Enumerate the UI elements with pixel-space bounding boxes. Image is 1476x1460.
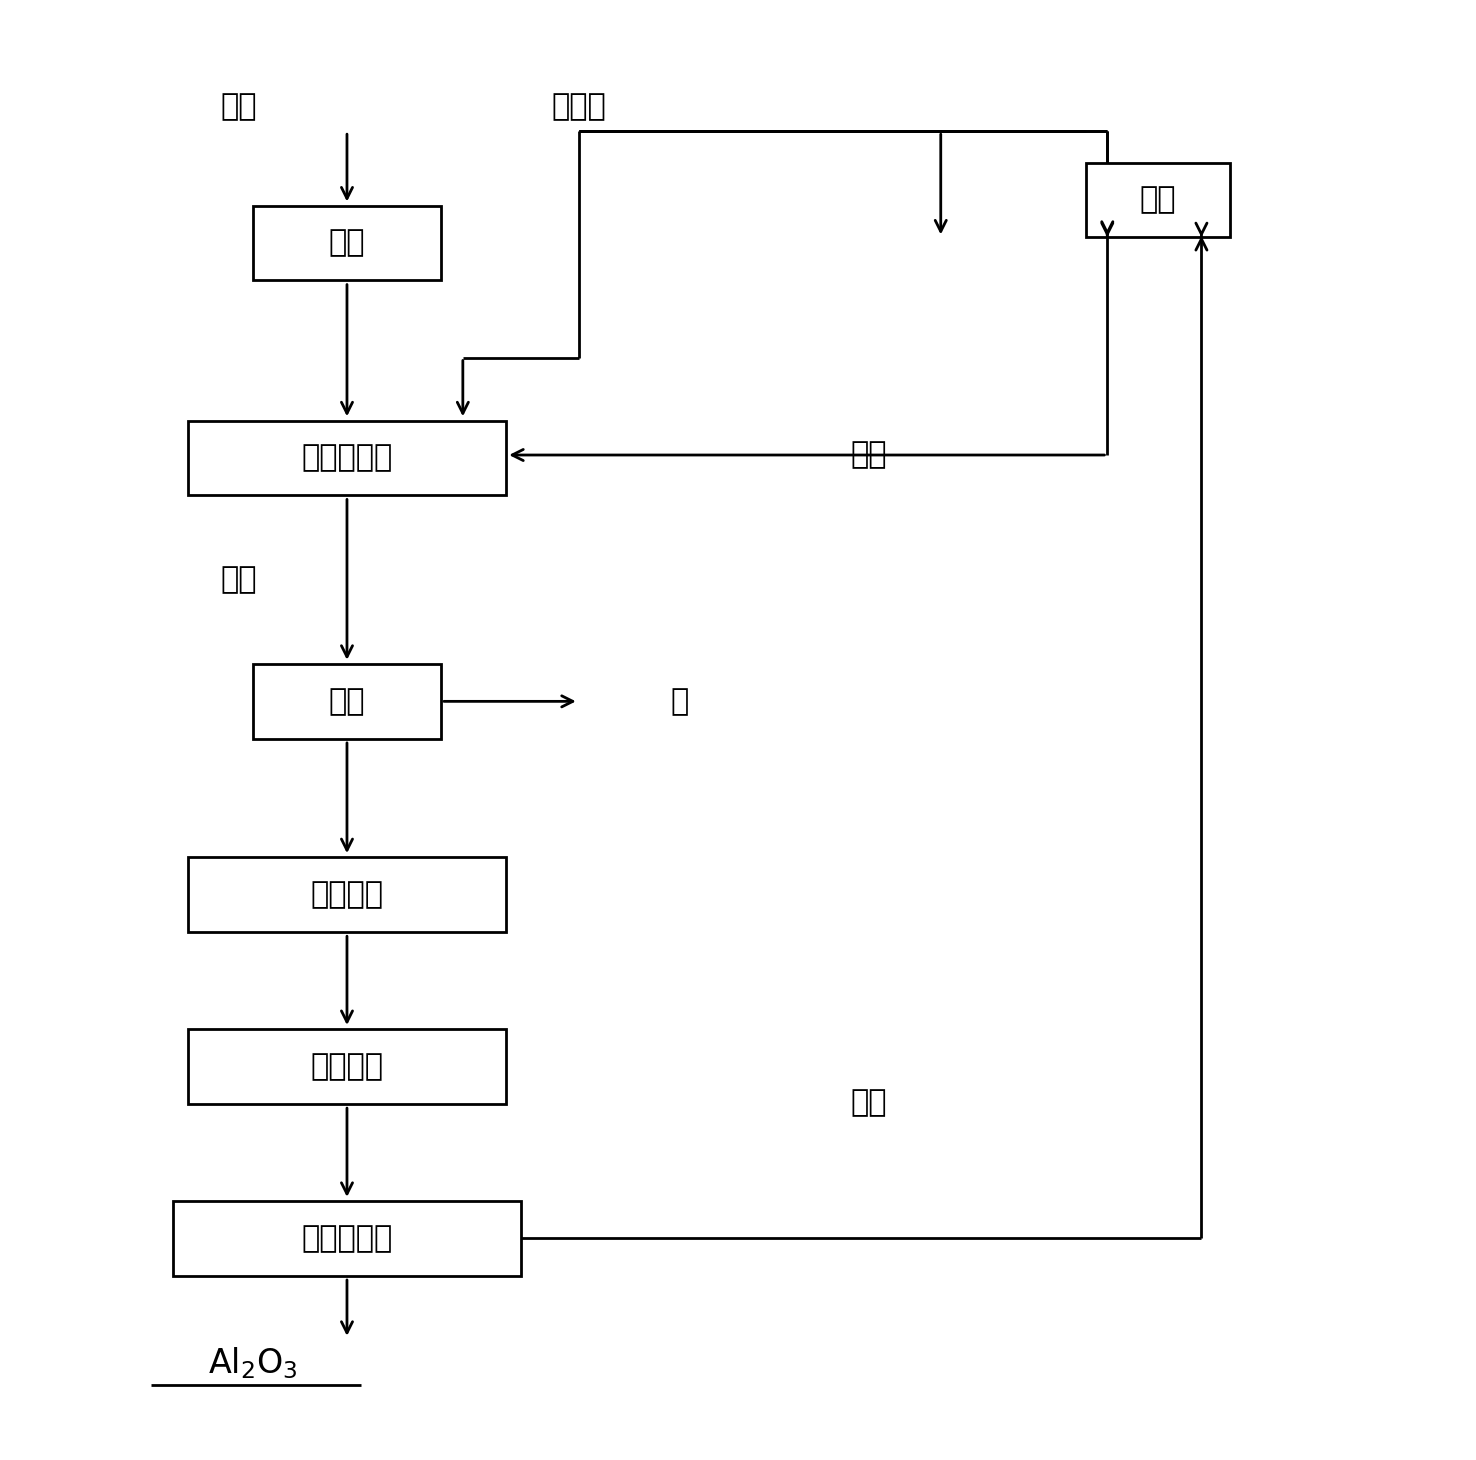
Text: 水浸: 水浸 (329, 686, 365, 715)
Text: 破碎: 破碎 (329, 229, 365, 257)
Text: 硫酸铝減烧: 硫酸铝減烧 (301, 1223, 393, 1253)
FancyBboxPatch shape (187, 857, 506, 931)
Text: 制酸: 制酸 (1139, 185, 1176, 215)
Text: 湣: 湣 (672, 686, 689, 715)
Text: 烟气: 烟气 (850, 441, 887, 470)
Text: 矿石: 矿石 (220, 92, 257, 121)
FancyBboxPatch shape (1085, 164, 1231, 238)
FancyBboxPatch shape (252, 206, 441, 280)
FancyBboxPatch shape (252, 664, 441, 739)
Text: 疙砂: 疙砂 (220, 565, 257, 594)
Text: 干燥脱水: 干燥脱水 (310, 1053, 384, 1080)
Text: 浓缩结晶: 浓缩结晶 (310, 880, 384, 910)
Text: $\mathrm{Al_2O_3}$: $\mathrm{Al_2O_3}$ (208, 1345, 298, 1381)
Text: 烟气: 烟气 (850, 1088, 887, 1117)
FancyBboxPatch shape (173, 1202, 521, 1276)
FancyBboxPatch shape (187, 1029, 506, 1104)
Text: 粉柔灰: 粉柔灰 (552, 92, 607, 121)
Text: 硫酸化疙解: 硫酸化疙解 (301, 444, 393, 473)
FancyBboxPatch shape (187, 420, 506, 495)
